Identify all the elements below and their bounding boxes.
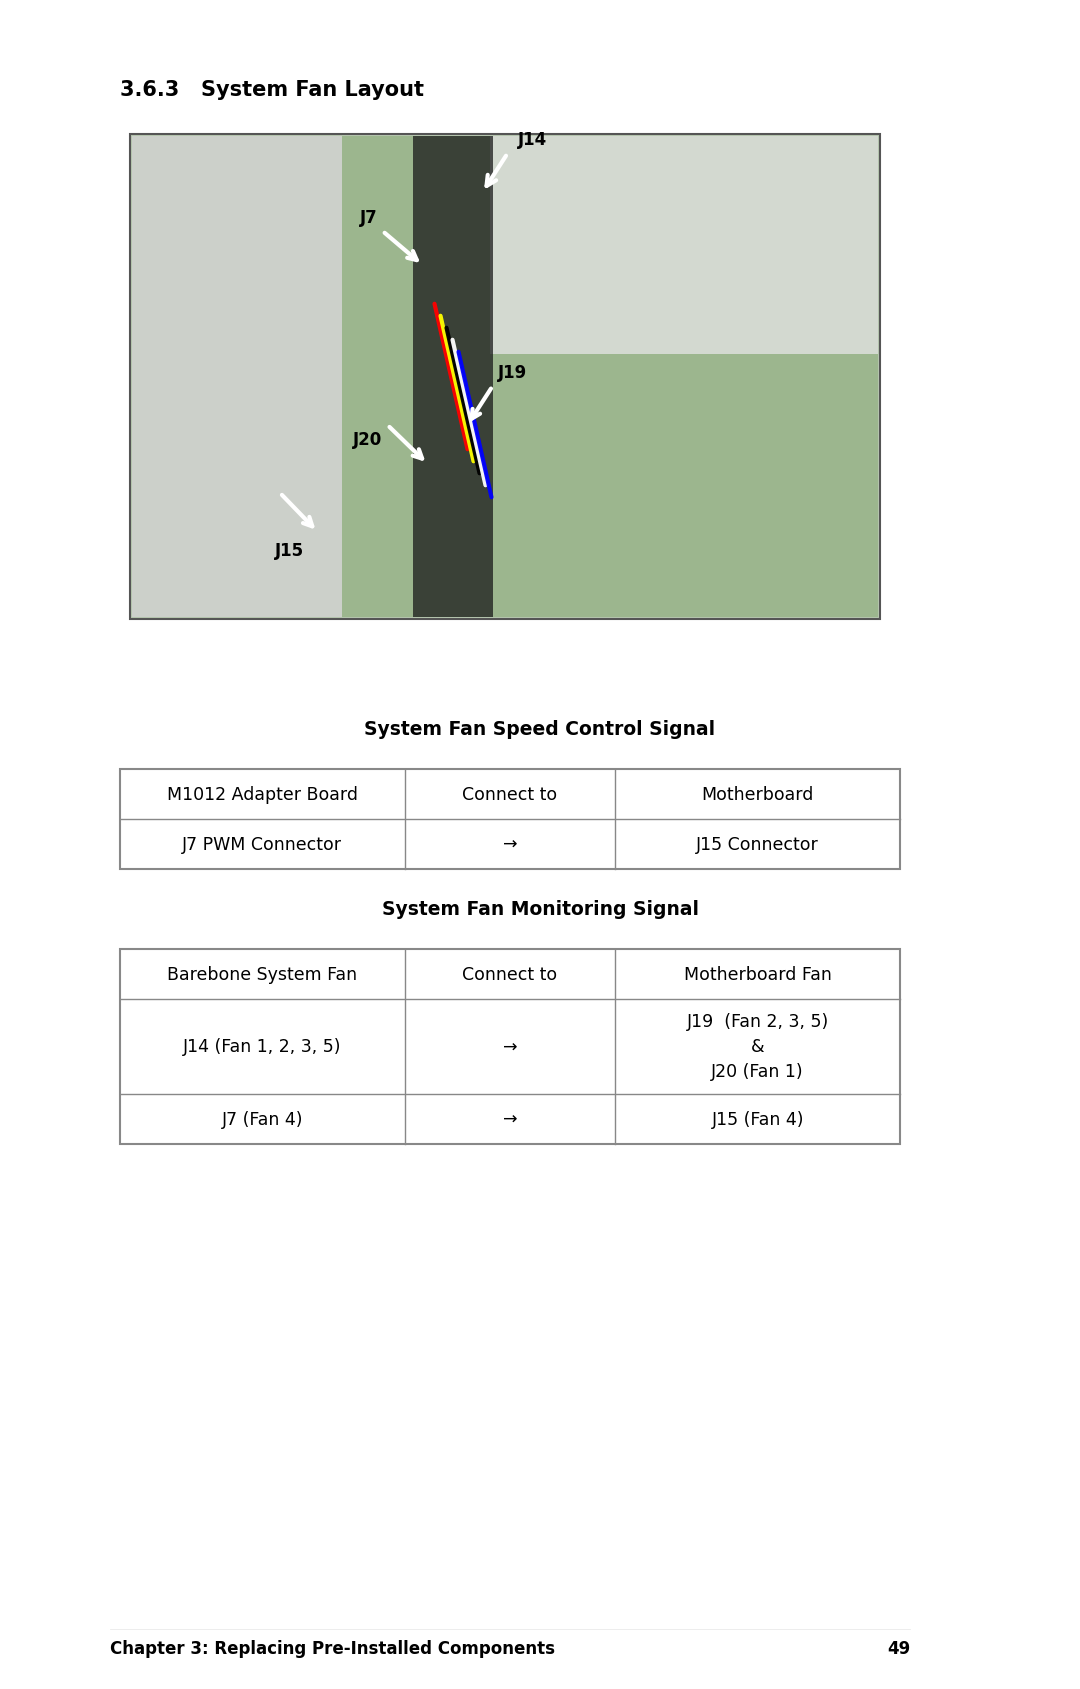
Text: M1012 Adapter Board: M1012 Adapter Board	[166, 785, 357, 804]
Text: →: →	[503, 1037, 517, 1056]
Text: 49: 49	[887, 1638, 910, 1657]
Bar	[413, 137, 492, 618]
Text: J15 (Fan 4): J15 (Fan 4)	[712, 1110, 804, 1128]
Text: J7 PWM Connector: J7 PWM Connector	[183, 836, 342, 853]
Bar	[132, 137, 342, 618]
Text: Connect to: Connect to	[462, 785, 557, 804]
Text: System Fan Monitoring Signal: System Fan Monitoring Signal	[381, 900, 699, 919]
Text: J7 (Fan 4): J7 (Fan 4)	[221, 1110, 303, 1128]
Text: System Fan Speed Control Signal: System Fan Speed Control Signal	[364, 720, 716, 738]
Text: J19  (Fan 2, 3, 5)
&
J20 (Fan 1): J19 (Fan 2, 3, 5) & J20 (Fan 1)	[687, 1013, 828, 1081]
Text: Chapter 3: Replacing Pre-Installed Components: Chapter 3: Replacing Pre-Installed Compo…	[110, 1638, 555, 1657]
Bar	[130, 135, 880, 620]
Text: Barebone System Fan: Barebone System Fan	[167, 966, 357, 983]
Text: →: →	[503, 1110, 517, 1128]
Text: →: →	[503, 836, 517, 853]
Text: 3.6.3   System Fan Layout: 3.6.3 System Fan Layout	[120, 79, 424, 100]
Bar	[120, 770, 900, 870]
Text: J20: J20	[353, 431, 382, 449]
Text: Connect to: Connect to	[462, 966, 557, 983]
Text: J15 Connector: J15 Connector	[697, 836, 819, 853]
Text: J15: J15	[275, 542, 305, 561]
Text: J14: J14	[517, 132, 546, 149]
Bar	[120, 949, 900, 1145]
Text: Motherboard: Motherboard	[702, 785, 814, 804]
Text: Motherboard Fan: Motherboard Fan	[684, 966, 832, 983]
Text: J7: J7	[360, 209, 378, 226]
Text: J14 (Fan 1, 2, 3, 5): J14 (Fan 1, 2, 3, 5)	[184, 1037, 341, 1056]
Bar	[132, 137, 878, 618]
Text: J19: J19	[498, 365, 527, 382]
Bar	[490, 137, 878, 355]
